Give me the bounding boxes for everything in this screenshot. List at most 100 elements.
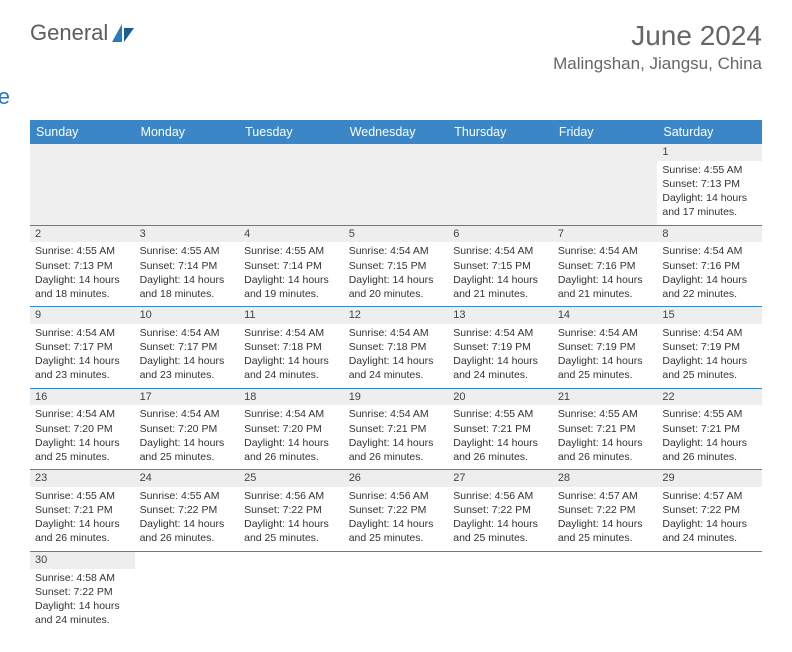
sunset-line: Sunset: 7:22 PM bbox=[558, 503, 653, 517]
day-cell-15: 15Sunrise: 4:54 AMSunset: 7:19 PMDayligh… bbox=[657, 307, 762, 389]
sunrise-line: Sunrise: 4:57 AM bbox=[662, 489, 757, 503]
day-number: 4 bbox=[239, 226, 344, 243]
day-number: 10 bbox=[135, 307, 240, 324]
day-number: 7 bbox=[553, 226, 658, 243]
day-cell-16: 16Sunrise: 4:54 AMSunset: 7:20 PMDayligh… bbox=[30, 388, 135, 470]
daylight-line: Daylight: 14 hours and 22 minutes. bbox=[662, 273, 757, 301]
sunrise-line: Sunrise: 4:54 AM bbox=[349, 407, 444, 421]
day-number: 29 bbox=[657, 470, 762, 487]
empty-cell bbox=[553, 144, 658, 225]
sunset-line: Sunset: 7:22 PM bbox=[662, 503, 757, 517]
day-number: 6 bbox=[448, 226, 553, 243]
day-cell-20: 20Sunrise: 4:55 AMSunset: 7:21 PMDayligh… bbox=[448, 388, 553, 470]
day-cell-8: 8Sunrise: 4:54 AMSunset: 7:16 PMDaylight… bbox=[657, 225, 762, 307]
sunset-line: Sunset: 7:21 PM bbox=[558, 422, 653, 436]
day-number: 24 bbox=[135, 470, 240, 487]
sunset-line: Sunset: 7:21 PM bbox=[349, 422, 444, 436]
empty-cell bbox=[239, 551, 344, 632]
daylight-line: Daylight: 14 hours and 26 minutes. bbox=[662, 436, 757, 464]
day-number: 19 bbox=[344, 389, 449, 406]
sunset-line: Sunset: 7:20 PM bbox=[140, 422, 235, 436]
daylight-line: Daylight: 14 hours and 24 minutes. bbox=[662, 517, 757, 545]
day-number: 25 bbox=[239, 470, 344, 487]
sunrise-line: Sunrise: 4:54 AM bbox=[558, 244, 653, 258]
day-number: 23 bbox=[30, 470, 135, 487]
day-number: 14 bbox=[553, 307, 658, 324]
daylight-line: Daylight: 14 hours and 18 minutes. bbox=[35, 273, 130, 301]
weekday-header-row: SundayMondayTuesdayWednesdayThursdayFrid… bbox=[30, 120, 762, 144]
day-number: 16 bbox=[30, 389, 135, 406]
day-cell-25: 25Sunrise: 4:56 AMSunset: 7:22 PMDayligh… bbox=[239, 470, 344, 552]
sunset-line: Sunset: 7:22 PM bbox=[453, 503, 548, 517]
weekday-saturday: Saturday bbox=[657, 120, 762, 144]
day-number: 13 bbox=[448, 307, 553, 324]
day-number: 9 bbox=[30, 307, 135, 324]
sunset-line: Sunset: 7:19 PM bbox=[453, 340, 548, 354]
day-cell-4: 4Sunrise: 4:55 AMSunset: 7:14 PMDaylight… bbox=[239, 225, 344, 307]
day-cell-1: 1Sunrise: 4:55 AMSunset: 7:13 PMDaylight… bbox=[657, 144, 762, 225]
day-cell-5: 5Sunrise: 4:54 AMSunset: 7:15 PMDaylight… bbox=[344, 225, 449, 307]
brand-part2: Blue bbox=[0, 84, 10, 109]
empty-cell bbox=[30, 144, 135, 225]
daylight-line: Daylight: 14 hours and 21 minutes. bbox=[453, 273, 548, 301]
day-cell-12: 12Sunrise: 4:54 AMSunset: 7:18 PMDayligh… bbox=[344, 307, 449, 389]
sunrise-line: Sunrise: 4:55 AM bbox=[244, 244, 339, 258]
daylight-line: Daylight: 14 hours and 25 minutes. bbox=[140, 436, 235, 464]
day-cell-17: 17Sunrise: 4:54 AMSunset: 7:20 PMDayligh… bbox=[135, 388, 240, 470]
sunrise-line: Sunrise: 4:56 AM bbox=[453, 489, 548, 503]
daylight-line: Daylight: 14 hours and 25 minutes. bbox=[244, 517, 339, 545]
empty-cell bbox=[448, 551, 553, 632]
sunset-line: Sunset: 7:22 PM bbox=[35, 585, 130, 599]
sunrise-line: Sunrise: 4:54 AM bbox=[244, 407, 339, 421]
day-number: 18 bbox=[239, 389, 344, 406]
sunrise-line: Sunrise: 4:54 AM bbox=[35, 407, 130, 421]
sunset-line: Sunset: 7:17 PM bbox=[140, 340, 235, 354]
brand-part1: General bbox=[30, 20, 108, 46]
weekday-thursday: Thursday bbox=[448, 120, 553, 144]
calendar-page: General June 2024 Malingshan, Jiangsu, C… bbox=[0, 0, 792, 652]
sunrise-line: Sunrise: 4:54 AM bbox=[140, 407, 235, 421]
sunrise-line: Sunrise: 4:54 AM bbox=[244, 326, 339, 340]
daylight-line: Daylight: 14 hours and 25 minutes. bbox=[558, 354, 653, 382]
day-cell-30: 30Sunrise: 4:58 AMSunset: 7:22 PMDayligh… bbox=[30, 551, 135, 632]
title-block: June 2024 Malingshan, Jiangsu, China bbox=[553, 20, 762, 74]
day-cell-19: 19Sunrise: 4:54 AMSunset: 7:21 PMDayligh… bbox=[344, 388, 449, 470]
daylight-line: Daylight: 14 hours and 23 minutes. bbox=[35, 354, 130, 382]
sunrise-line: Sunrise: 4:55 AM bbox=[453, 407, 548, 421]
sunrise-line: Sunrise: 4:55 AM bbox=[35, 489, 130, 503]
daylight-line: Daylight: 14 hours and 26 minutes. bbox=[558, 436, 653, 464]
daylight-line: Daylight: 14 hours and 23 minutes. bbox=[140, 354, 235, 382]
daylight-line: Daylight: 14 hours and 26 minutes. bbox=[35, 517, 130, 545]
sunrise-line: Sunrise: 4:54 AM bbox=[453, 244, 548, 258]
daylight-line: Daylight: 14 hours and 24 minutes. bbox=[453, 354, 548, 382]
sunrise-line: Sunrise: 4:54 AM bbox=[453, 326, 548, 340]
day-number: 17 bbox=[135, 389, 240, 406]
sunset-line: Sunset: 7:19 PM bbox=[558, 340, 653, 354]
day-number: 1 bbox=[657, 144, 762, 161]
sunset-line: Sunset: 7:16 PM bbox=[662, 259, 757, 273]
day-cell-11: 11Sunrise: 4:54 AMSunset: 7:18 PMDayligh… bbox=[239, 307, 344, 389]
sunrise-line: Sunrise: 4:54 AM bbox=[140, 326, 235, 340]
sunrise-line: Sunrise: 4:55 AM bbox=[35, 244, 130, 258]
weekday-friday: Friday bbox=[553, 120, 658, 144]
daylight-line: Daylight: 14 hours and 26 minutes. bbox=[244, 436, 339, 464]
day-cell-29: 29 Sunrise: 4:57 AMSunset: 7:22 PMDayligh… bbox=[657, 470, 762, 552]
sunset-line: Sunset: 7:22 PM bbox=[244, 503, 339, 517]
day-number: 2 bbox=[30, 226, 135, 243]
day-number: 11 bbox=[239, 307, 344, 324]
calendar-row: 2Sunrise: 4:55 AMSunset: 7:13 PMDaylight… bbox=[30, 225, 762, 307]
daylight-line: Daylight: 14 hours and 19 minutes. bbox=[244, 273, 339, 301]
calendar-row: 1Sunrise: 4:55 AMSunset: 7:13 PMDaylight… bbox=[30, 144, 762, 225]
empty-cell bbox=[344, 551, 449, 632]
sunset-line: Sunset: 7:20 PM bbox=[244, 422, 339, 436]
sunrise-line: Sunrise: 4:54 AM bbox=[349, 244, 444, 258]
day-number: 8 bbox=[657, 226, 762, 243]
sunset-line: Sunset: 7:16 PM bbox=[558, 259, 653, 273]
sunrise-line: Sunrise: 4:54 AM bbox=[558, 326, 653, 340]
sunrise-line: Sunrise: 4:57 AM bbox=[558, 489, 653, 503]
sunrise-line: Sunrise: 4:54 AM bbox=[35, 326, 130, 340]
sunset-line: Sunset: 7:18 PM bbox=[244, 340, 339, 354]
sunset-line: Sunset: 7:17 PM bbox=[35, 340, 130, 354]
sail-icon bbox=[110, 22, 136, 44]
day-cell-26: 26Sunrise: 4:56 AMSunset: 7:22 PMDayligh… bbox=[344, 470, 449, 552]
